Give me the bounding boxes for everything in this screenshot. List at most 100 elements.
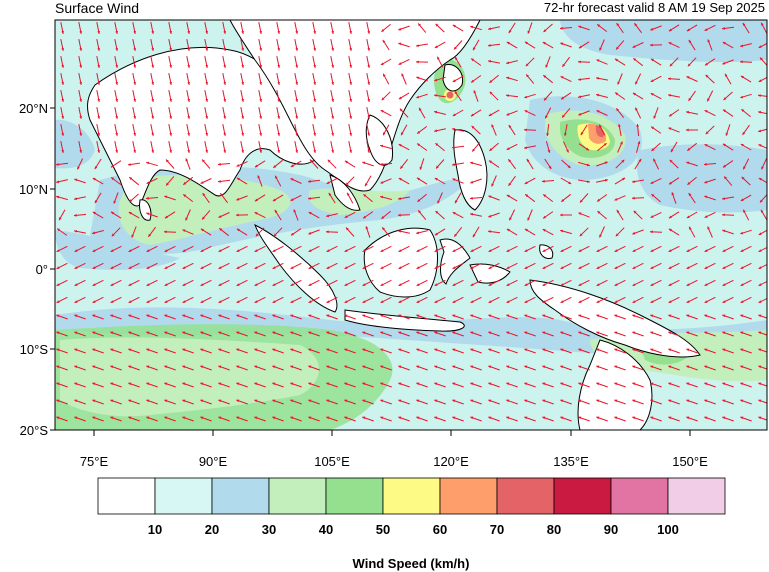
wind-arrow-head — [686, 110, 689, 114]
wind-arrow-head — [506, 399, 510, 403]
wind-arrow-head — [686, 249, 690, 252]
wind-arrow-head — [758, 365, 762, 369]
wind-arrow-head — [79, 31, 83, 34]
wind-arrow-head — [290, 348, 294, 352]
colorbar-swatch — [610, 477, 669, 515]
wind-arrow-head — [488, 283, 492, 286]
wind-arrow-head — [704, 162, 707, 166]
wind-arrow-head — [548, 166, 552, 169]
wind-arrow-head — [164, 416, 168, 420]
wind-arrow-head — [560, 382, 564, 386]
wind-arrow-head — [596, 266, 600, 269]
wind-arrow-head — [686, 348, 690, 352]
wind-arrow-head — [470, 365, 474, 369]
wind-arrow-head — [524, 283, 528, 286]
wind-arrow-head — [686, 283, 690, 286]
wind-arrow-head — [110, 314, 114, 318]
wind-arrow-head — [668, 382, 672, 386]
wind-arrow-head — [506, 300, 510, 303]
wind-arrow-head — [470, 25, 474, 29]
wind-arrow-head — [416, 416, 420, 420]
wind-arrow-head — [344, 266, 348, 269]
wind-arrow-head — [632, 314, 636, 318]
wind-arrow-head — [277, 133, 281, 136]
wind-arrow-head — [97, 99, 101, 102]
wind-arrow-head — [328, 192, 332, 196]
wind-arrow-head — [272, 314, 276, 318]
wind-arrow-head — [632, 231, 636, 235]
wind-arrow-head — [236, 348, 240, 352]
wind-arrow-head — [633, 58, 637, 61]
wind-arrow-head — [308, 314, 312, 318]
wind-arrow-head — [398, 416, 402, 420]
wind-arrow-head — [578, 382, 582, 386]
wind-arrow-head — [92, 178, 96, 181]
wind-arrow-head — [758, 178, 762, 181]
wind-arrow-head — [488, 300, 492, 303]
wind-arrow-head — [295, 133, 299, 136]
wind-arrow-head — [542, 314, 546, 318]
wind-arrow-head — [259, 99, 263, 102]
wind-arrow-head — [704, 365, 708, 369]
map-frame — [54, 19, 768, 431]
wind-arrow-head — [650, 249, 654, 252]
wind-arrow-head — [488, 382, 492, 386]
wind-arrow-head — [669, 159, 673, 163]
wind-arrow-head — [686, 161, 690, 165]
wind-arrow-head — [115, 48, 119, 51]
wind-arrow-head — [220, 193, 224, 197]
wind-arrow-head — [236, 382, 240, 386]
wind-arrow-head — [133, 65, 137, 68]
wind-arrow-head — [308, 283, 312, 286]
wind-arrow-head — [308, 331, 312, 335]
wind-arrow-head — [236, 331, 240, 335]
wind-arrow-head — [74, 213, 77, 217]
wind-arrow-head — [722, 365, 726, 369]
wind-arrow-head — [92, 331, 96, 335]
wind-arrow-head — [255, 233, 259, 237]
wind-arrow-head — [637, 141, 641, 145]
wind-arrow-head — [722, 300, 726, 303]
wind-arrow-head — [542, 331, 546, 335]
wind-arrow-head — [344, 365, 348, 369]
wind-arrow-head — [506, 194, 510, 198]
wind-arrow-head — [743, 209, 746, 213]
wind-arrow-head — [416, 95, 420, 99]
wind-arrow-head — [331, 150, 335, 153]
wind-arrow-head — [452, 113, 456, 116]
wind-arrow-head — [650, 43, 653, 47]
wind-arrow-head — [151, 133, 155, 136]
wind-arrow-head — [74, 365, 78, 369]
wind-arrow-head — [74, 283, 78, 286]
wind-arrow-head — [632, 266, 636, 269]
wind-arrow-head — [724, 176, 727, 180]
wind-arrow-head — [542, 416, 546, 420]
wind-arrow-head — [185, 158, 189, 162]
wind-arrow-head — [111, 164, 114, 168]
wind-arrow-head — [578, 300, 582, 303]
wind-arrow-head — [92, 399, 96, 403]
wind-arrow-head — [218, 382, 222, 386]
wind-arrow-head — [489, 160, 492, 164]
wind-arrow-head — [290, 198, 294, 201]
wind-arrow-head — [236, 314, 240, 318]
wind-arrow-head — [349, 48, 353, 51]
wind-arrow-head — [434, 78, 438, 82]
wind-arrow-head — [146, 314, 150, 318]
wind-arrow-head — [758, 331, 762, 335]
wind-arrow-head — [151, 116, 155, 119]
wind-arrow-head — [452, 283, 456, 286]
wind-arrow-head — [128, 212, 132, 215]
wind-arrow-head — [254, 348, 258, 352]
wind-arrow-head — [506, 416, 510, 420]
wind-arrow-head — [331, 48, 335, 51]
wind-arrow-head — [61, 116, 65, 119]
wind-arrow-head — [668, 249, 672, 252]
wind-arrow-head — [200, 365, 204, 369]
lat-tick-label: 20°S — [20, 423, 49, 438]
wind-arrow-head — [488, 266, 492, 269]
wind-arrow-head — [434, 178, 438, 181]
wind-arrow-head — [579, 233, 583, 237]
wind-arrow-head — [417, 143, 421, 147]
wind-arrow-head — [653, 115, 657, 119]
